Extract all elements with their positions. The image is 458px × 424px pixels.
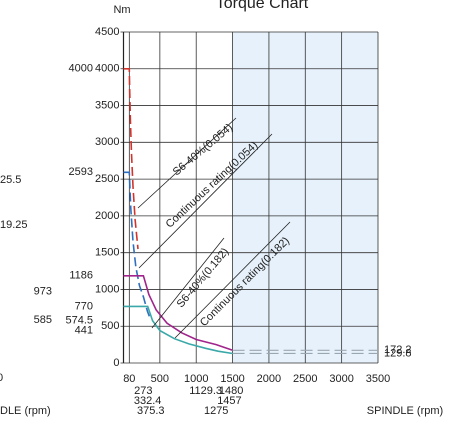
value-label: 1186 xyxy=(69,270,93,282)
value-label: 1457 xyxy=(217,395,241,407)
x-tick-label: 2500 xyxy=(293,373,317,385)
y-tick-label: 0 xyxy=(113,357,119,369)
y-tick-label: 1000 xyxy=(95,283,119,295)
series-line xyxy=(123,275,233,352)
y-axis-label: Nm xyxy=(113,4,130,16)
value-label: 1480 xyxy=(219,385,243,397)
x-tick-label: 3500 xyxy=(366,373,390,385)
value-label: 441 xyxy=(75,324,93,336)
x-tick-label: 3000 xyxy=(329,373,353,385)
value-label: 273 xyxy=(134,385,152,397)
value-label: 2593 xyxy=(69,166,93,178)
value-label: 375.3 xyxy=(137,405,165,417)
leader-line xyxy=(138,133,273,269)
y-tick-label: 1500 xyxy=(95,247,119,259)
value-label: 332.4 xyxy=(134,395,162,407)
y-tick-label: 2000 xyxy=(95,210,119,222)
fragment-text: 25.5 xyxy=(0,174,21,186)
x-tick-label: 1500 xyxy=(220,373,244,385)
series-line xyxy=(123,305,233,355)
fragment-text: DLE (rpm) xyxy=(0,405,51,417)
y-tick-label: 3500 xyxy=(95,99,119,111)
value-label: 129.8 xyxy=(384,347,412,359)
leader-line xyxy=(137,117,237,209)
series-line xyxy=(123,171,152,321)
x-axis-label: SPINDLE (rpm) xyxy=(367,405,443,417)
x-tick-label: 80 xyxy=(123,373,135,385)
y-tick-label: 2500 xyxy=(95,173,119,185)
value-label: 585 xyxy=(34,314,52,326)
value-label: 770 xyxy=(75,300,93,312)
value-label: 973 xyxy=(34,285,52,297)
fragment-text: 19.25 xyxy=(0,219,28,231)
y-tick-label: 500 xyxy=(101,320,119,332)
y-tick-label: 3000 xyxy=(95,136,119,148)
leader-line xyxy=(174,221,291,339)
x-tick-label: 500 xyxy=(151,373,169,385)
value-label: 574.5 xyxy=(65,315,93,327)
leader-line xyxy=(151,237,225,329)
fragment-text: 0 xyxy=(0,372,3,384)
value-label: 1129.3 xyxy=(189,385,222,397)
value-label: 172.2 xyxy=(384,344,412,356)
x-tick-label: 2000 xyxy=(257,373,281,385)
y-tick-label: 4500 xyxy=(95,26,119,38)
value-label: 1275 xyxy=(204,405,228,417)
x-tick-label: 1000 xyxy=(184,373,208,385)
value-label: 4000 xyxy=(69,63,93,75)
series-line xyxy=(123,68,139,250)
chart-title: Torque Chart xyxy=(216,0,309,12)
y-tick-label: 4000 xyxy=(95,63,119,75)
